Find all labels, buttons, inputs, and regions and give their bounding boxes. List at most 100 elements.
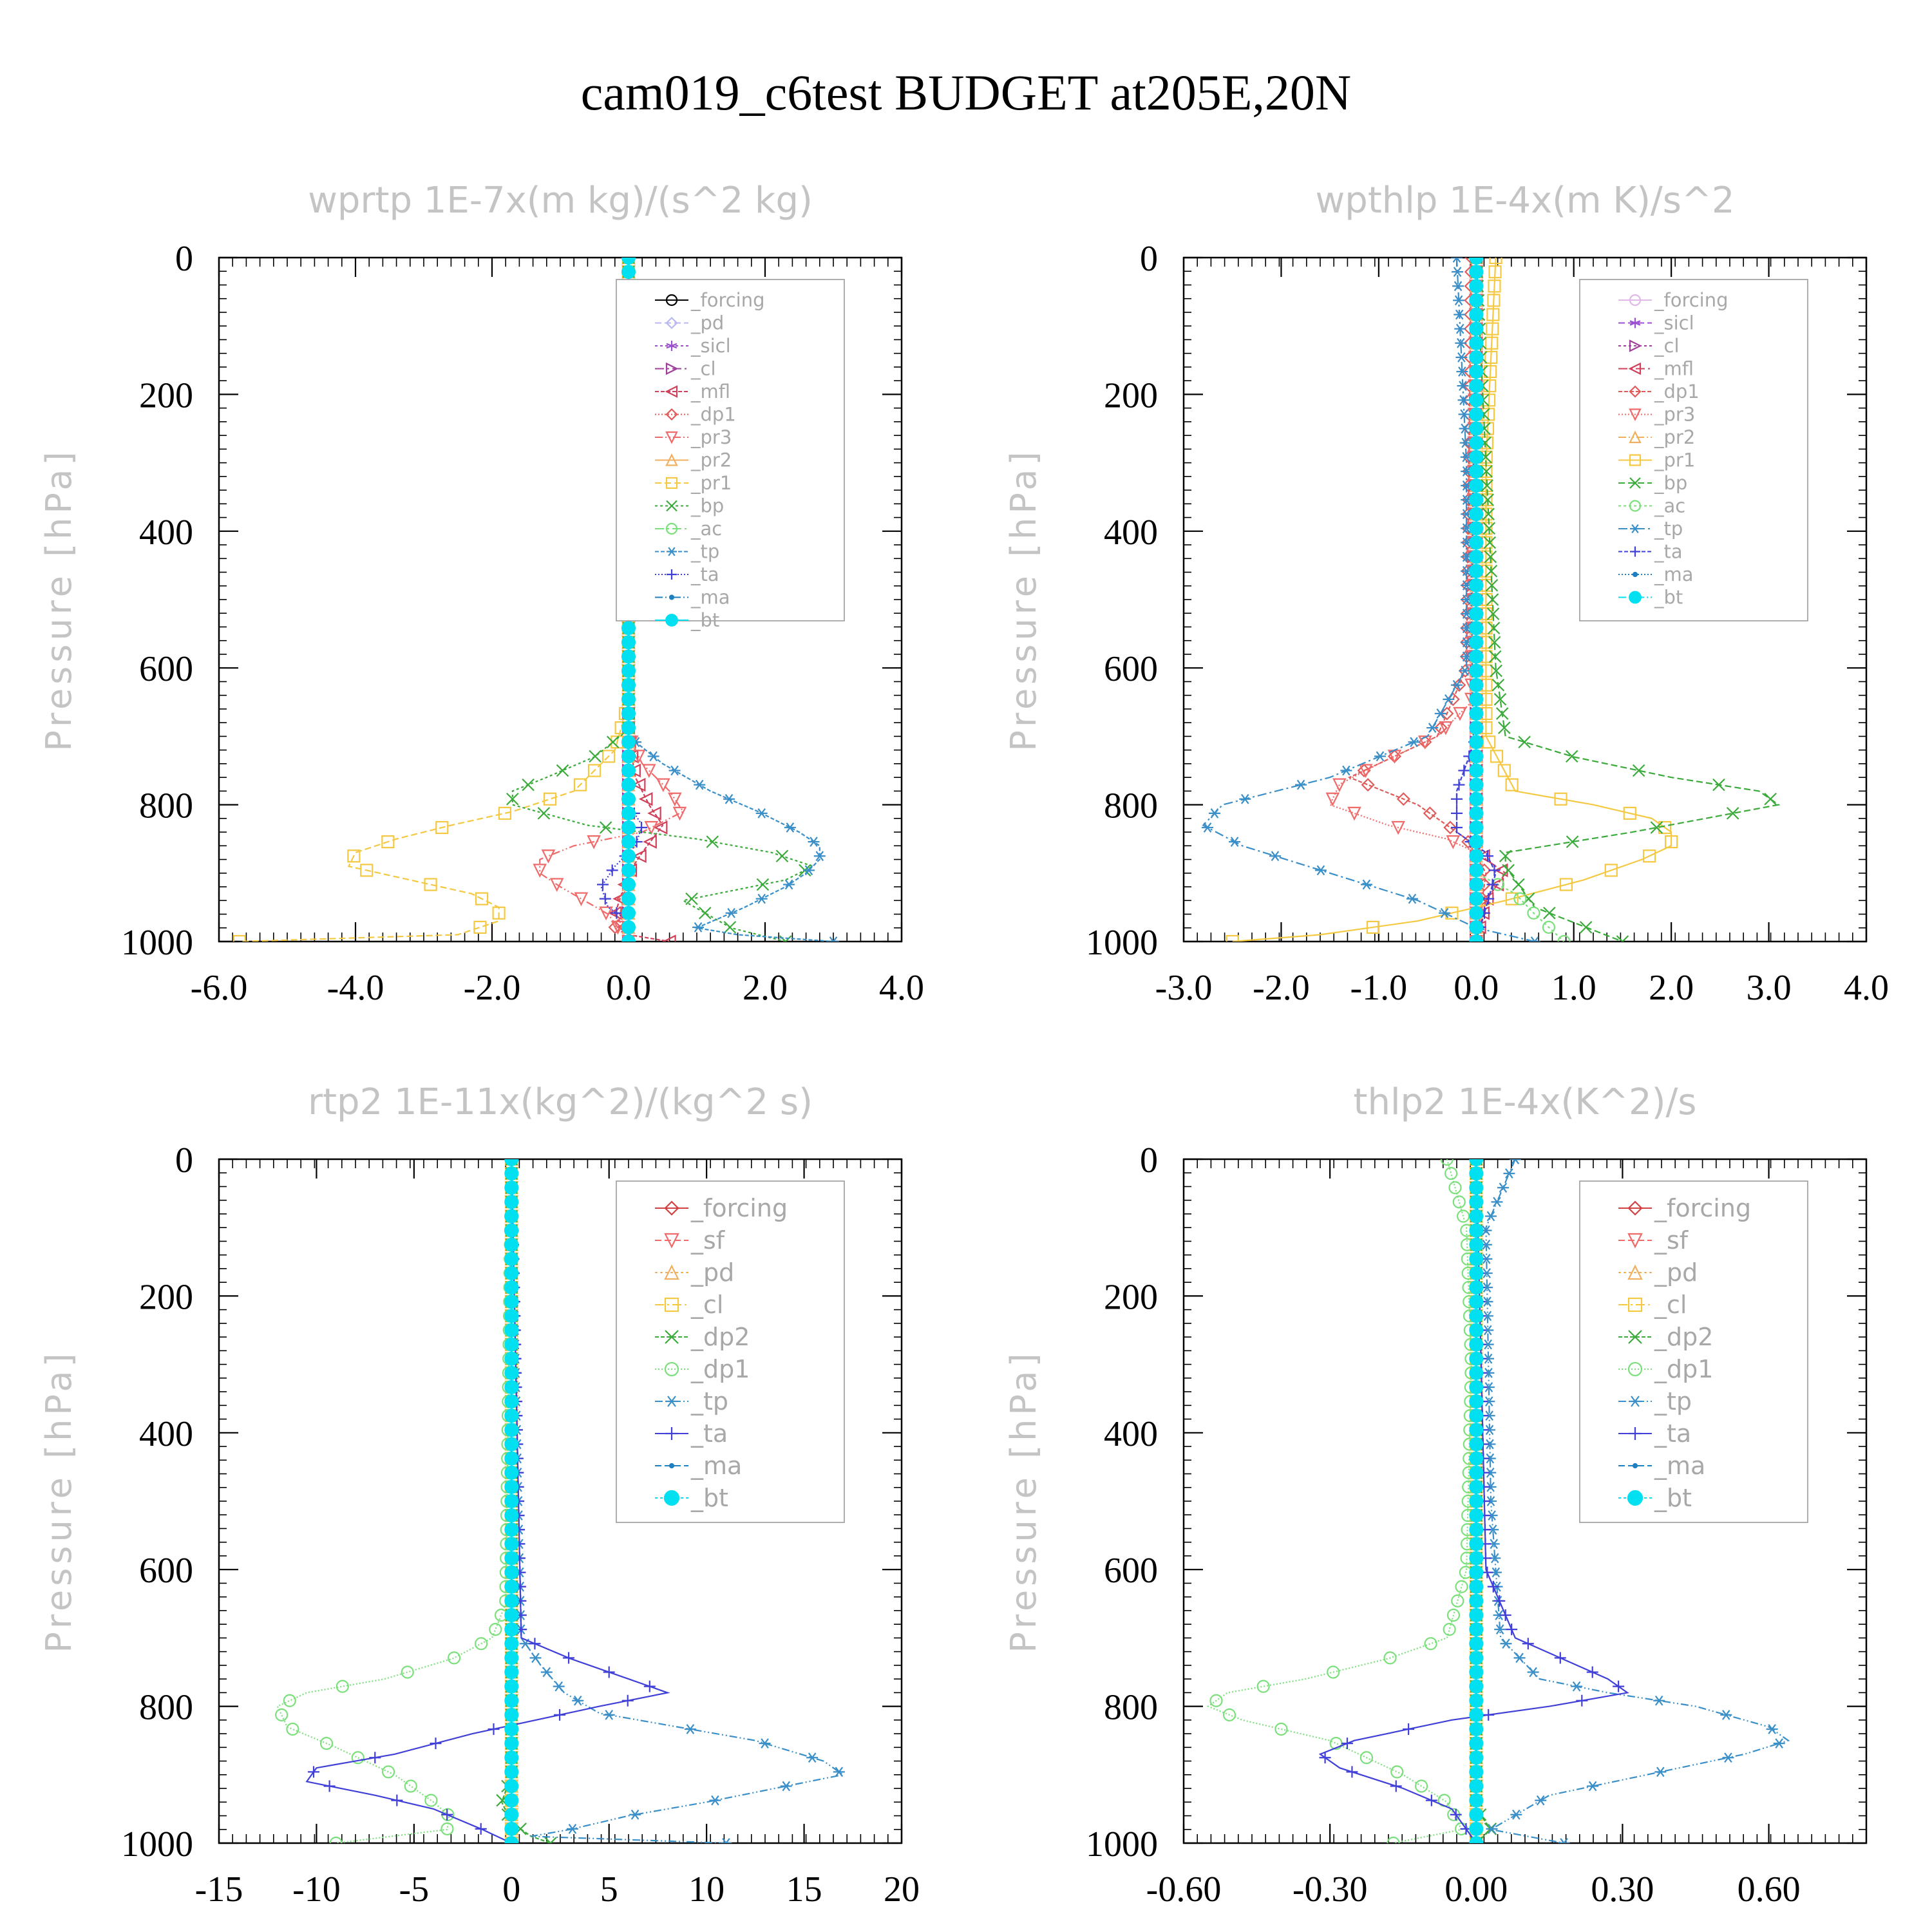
data-point — [1469, 749, 1484, 764]
legend-item: _dp1 — [1618, 381, 1700, 402]
data-point — [347, 849, 361, 863]
data-point — [1469, 1665, 1484, 1680]
legend-item: _sf — [1618, 1226, 1689, 1255]
legend-label: _dp2 — [1654, 1323, 1713, 1351]
data-point — [1469, 493, 1484, 507]
data-point — [621, 849, 636, 864]
legend-marker — [1629, 500, 1642, 512]
data-point — [1415, 1779, 1428, 1793]
data-point — [1314, 865, 1327, 876]
data-point — [1469, 1309, 1484, 1323]
legend-item: _bt — [655, 609, 719, 631]
data-point — [1451, 1594, 1464, 1607]
data-point — [1493, 693, 1507, 706]
y-tick-label: 800 — [139, 786, 193, 826]
series-line — [1475, 258, 1565, 942]
data-point — [504, 1707, 519, 1722]
data-point — [504, 1622, 519, 1637]
data-point — [504, 1679, 519, 1694]
data-point — [638, 791, 653, 806]
y-tick-label: 600 — [1104, 649, 1158, 689]
legend-label: _forcing — [690, 289, 765, 311]
y-tick-label: 200 — [139, 1277, 193, 1317]
x-tick-label: 2.0 — [1649, 968, 1694, 1008]
data-point — [1576, 1694, 1588, 1707]
y-axis-label: Pressure [hPa] — [39, 448, 79, 751]
data-point — [1579, 921, 1593, 934]
data-point — [589, 750, 601, 763]
data-point — [544, 1837, 557, 1843]
data-point — [1488, 864, 1501, 876]
data-point — [1443, 1623, 1456, 1636]
legend-item: _tp — [655, 1387, 728, 1416]
x-tick-label: 20 — [884, 1870, 920, 1909]
data-point — [1469, 1722, 1484, 1737]
data-point — [1469, 1693, 1484, 1708]
data-point — [1488, 265, 1502, 279]
y-tick-label: 1000 — [121, 1824, 193, 1864]
data-point — [621, 706, 636, 721]
y-tick-label: 1000 — [1086, 923, 1158, 963]
data-point — [1469, 877, 1484, 892]
data-point — [540, 1667, 553, 1678]
data-point — [1487, 294, 1501, 307]
legend-label: _dp1 — [690, 1355, 750, 1383]
data-point — [1469, 265, 1484, 279]
y-tick-label: 0 — [1140, 239, 1158, 279]
legend-label: _pd — [1654, 1258, 1698, 1287]
data-point — [1484, 365, 1497, 379]
series-bp — [1470, 258, 1781, 942]
data-point — [504, 1779, 519, 1794]
data-point — [1587, 1781, 1599, 1792]
data-point — [621, 806, 636, 820]
data-point — [1485, 579, 1499, 592]
legend-marker — [1627, 1264, 1643, 1280]
data-point — [587, 764, 601, 777]
y-tick-label: 0 — [175, 1141, 193, 1180]
legend-marker — [665, 385, 678, 398]
data-point — [621, 934, 636, 942]
data-point — [1454, 323, 1466, 334]
legend-box — [1579, 1180, 1808, 1523]
data-point — [1604, 864, 1618, 877]
data-point — [1650, 821, 1663, 834]
data-point — [1469, 1166, 1484, 1181]
data-point — [504, 1265, 519, 1280]
data-point — [504, 1223, 519, 1238]
data-point — [329, 1836, 343, 1843]
data-point — [504, 1736, 519, 1751]
series-line — [305, 1159, 670, 1843]
data-point — [1469, 1380, 1484, 1395]
data-point — [440, 1822, 454, 1835]
data-point — [1506, 1624, 1518, 1636]
data-point — [504, 1750, 519, 1765]
data-point — [621, 621, 636, 636]
data-point — [1497, 1182, 1509, 1193]
data-point — [1256, 1680, 1270, 1693]
data-point — [828, 936, 839, 942]
legend-item: _sf — [655, 1226, 726, 1255]
data-point — [504, 1337, 519, 1352]
legend-item: _dp2 — [1618, 1323, 1713, 1351]
data-point — [1490, 664, 1502, 677]
x-tick-label: -0.30 — [1293, 1870, 1368, 1909]
series-line — [1347, 258, 1487, 942]
data-point — [1469, 293, 1484, 308]
data-point — [1543, 906, 1556, 920]
legend-label: _dp1 — [1654, 381, 1700, 402]
panels: wprtp 1E-7x(m kg)/(s^2 kg) Pressure [hPa]… — [39, 180, 1889, 1909]
data-point — [506, 792, 519, 806]
data-point — [504, 1593, 519, 1608]
data-point — [1488, 279, 1501, 293]
legend-label: _ta — [1654, 1419, 1691, 1448]
series-bt — [504, 1159, 519, 1843]
legend-label: _ma — [690, 1452, 742, 1480]
legend-item: _mfl — [1618, 358, 1694, 380]
x-tick-label: -10 — [292, 1870, 341, 1909]
data-point — [1498, 721, 1511, 734]
data-point — [621, 749, 636, 764]
legend-marker — [1629, 477, 1641, 489]
data-point — [1566, 835, 1579, 848]
data-point — [1469, 1351, 1484, 1366]
series-dp1 — [275, 1159, 518, 1843]
